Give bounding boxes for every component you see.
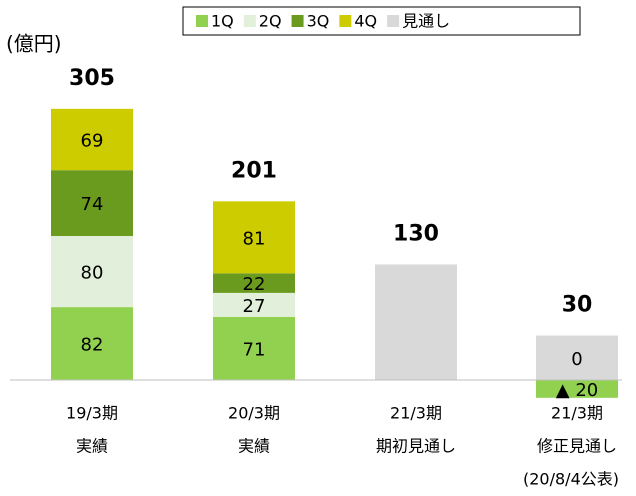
legend-box bbox=[182, 6, 581, 36]
value-label: 82 bbox=[81, 335, 104, 356]
bar-segment bbox=[51, 307, 133, 381]
bar-segment bbox=[51, 108, 133, 171]
x-tick-label: 期初見通し bbox=[376, 437, 456, 456]
value-label: 71 bbox=[243, 339, 266, 360]
unit-label: (億円) bbox=[6, 32, 62, 56]
legend-swatch bbox=[243, 15, 256, 27]
x-tick-label: 21/3期 bbox=[390, 404, 442, 423]
legend-swatch bbox=[196, 15, 208, 27]
legend-swatch bbox=[291, 15, 304, 27]
x-tick-label: 19/3期 bbox=[66, 404, 118, 423]
legend-label: 3Q bbox=[307, 12, 330, 31]
total-label: 30 bbox=[562, 293, 593, 318]
total-label: 130 bbox=[393, 221, 439, 246]
legend-swatch bbox=[387, 15, 400, 27]
bar-segment bbox=[213, 292, 295, 317]
x-tick-label: 修正見通し bbox=[537, 437, 617, 456]
bar-segment bbox=[51, 170, 133, 236]
value-label: 80 bbox=[81, 263, 104, 284]
bar-segment bbox=[51, 235, 133, 308]
bar-segment bbox=[375, 264, 457, 381]
legend-label: 4Q bbox=[354, 12, 377, 31]
value-label: 74 bbox=[81, 194, 104, 215]
legend-swatch bbox=[339, 15, 352, 27]
x-tick-label: 20/3期 bbox=[228, 404, 280, 423]
bar-segment bbox=[536, 380, 618, 398]
value-label: 27 bbox=[243, 296, 266, 317]
total-label: 305 bbox=[69, 66, 115, 91]
legend-label: 1Q bbox=[211, 12, 234, 31]
x-tick-label: 実績 bbox=[238, 437, 270, 456]
value-label: ▲ 20 bbox=[556, 380, 598, 401]
bar-segment bbox=[213, 201, 295, 274]
x-tick-label: 実績 bbox=[76, 437, 108, 456]
bar-segment bbox=[536, 335, 618, 381]
legend-label: 2Q bbox=[259, 12, 282, 31]
bar-segment bbox=[213, 316, 295, 381]
legend-label: 見通し bbox=[402, 12, 450, 31]
bar-segment bbox=[213, 273, 295, 293]
value-label: 69 bbox=[81, 131, 104, 152]
x-tick-label: (20/8/4公表) bbox=[523, 470, 619, 489]
x-tick-label: 21/3期 bbox=[551, 404, 603, 423]
total-label: 201 bbox=[231, 158, 277, 183]
value-label: 0 bbox=[571, 349, 582, 370]
value-label: 22 bbox=[243, 274, 266, 295]
value-label: 81 bbox=[243, 228, 266, 249]
